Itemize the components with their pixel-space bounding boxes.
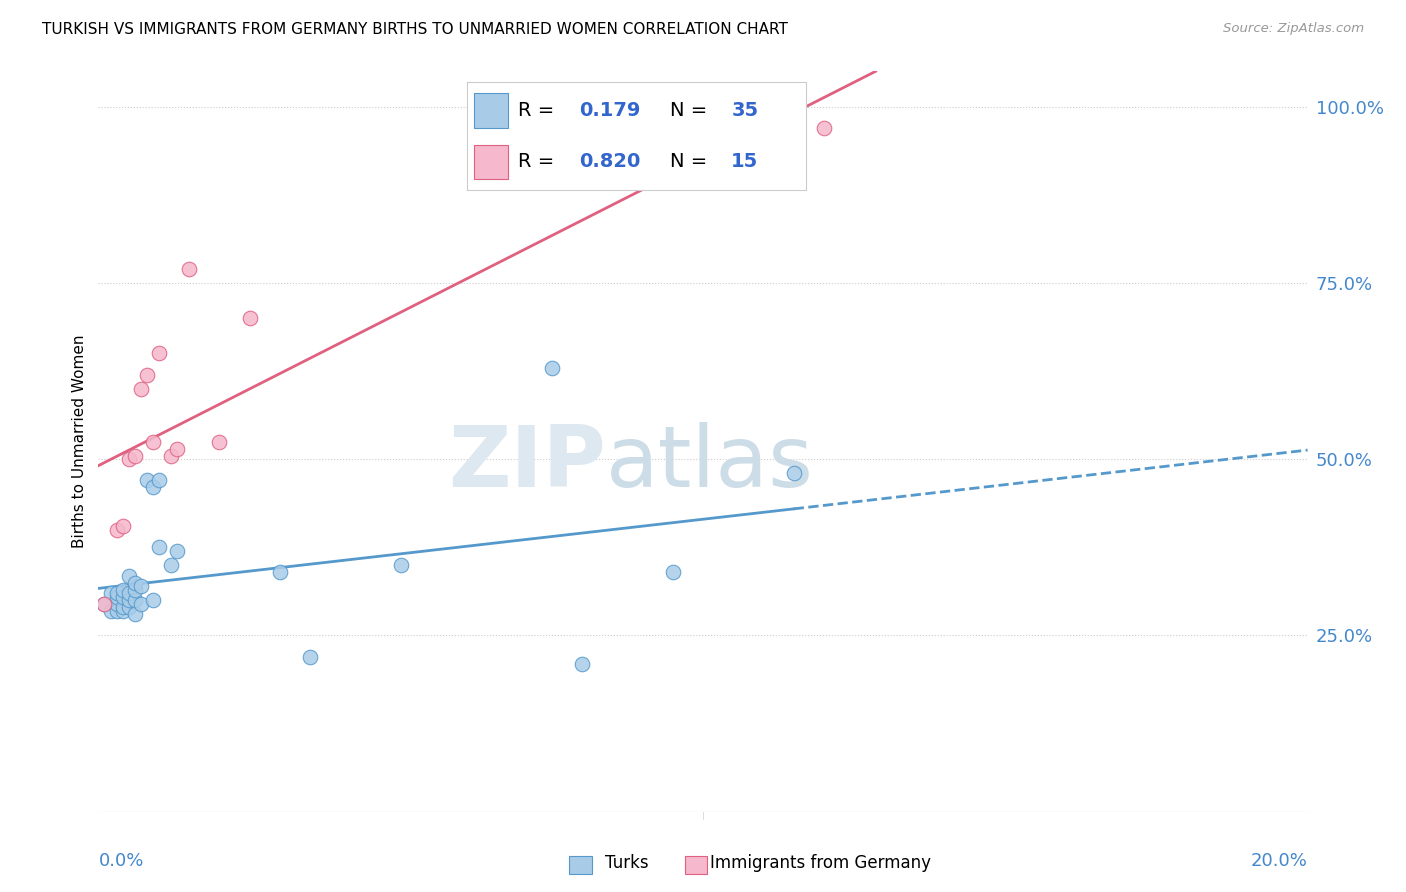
Point: [179, 261, 201, 276]
Point: [111, 600, 134, 615]
Point: [783, 467, 806, 481]
Point: [135, 368, 157, 382]
Point: [105, 590, 128, 604]
Point: [105, 523, 128, 537]
Point: [208, 434, 231, 449]
Point: [118, 593, 141, 607]
Point: [813, 120, 835, 135]
Point: [118, 452, 141, 467]
Point: [142, 434, 165, 449]
Text: Turks: Turks: [605, 855, 648, 872]
Text: TURKISH VS IMMIGRANTS FROM GERMANY BIRTHS TO UNMARRIED WOMEN CORRELATION CHART: TURKISH VS IMMIGRANTS FROM GERMANY BIRTH…: [42, 22, 787, 37]
Point: [111, 582, 134, 597]
Text: Immigrants from Germany: Immigrants from Germany: [710, 855, 931, 872]
Point: [166, 442, 188, 456]
Point: [269, 565, 291, 579]
Text: 20.0%: 20.0%: [1251, 853, 1308, 871]
Point: [105, 586, 128, 600]
Point: [124, 593, 146, 607]
Point: [239, 311, 262, 326]
Point: [142, 480, 165, 494]
Text: atlas: atlas: [606, 422, 814, 505]
Point: [105, 604, 128, 618]
Point: [160, 558, 183, 572]
Point: [124, 582, 146, 597]
Point: [129, 579, 152, 593]
Point: [124, 575, 146, 590]
Point: [111, 604, 134, 618]
Point: [299, 649, 322, 664]
Point: [571, 657, 593, 671]
Point: [124, 449, 146, 463]
Point: [111, 519, 134, 533]
Point: [148, 541, 170, 555]
Point: [129, 382, 152, 396]
Text: 0.0%: 0.0%: [98, 853, 143, 871]
Point: [111, 590, 134, 604]
Text: ZIP: ZIP: [449, 422, 606, 505]
Point: [142, 593, 165, 607]
Point: [389, 558, 412, 572]
Point: [129, 597, 152, 611]
Point: [118, 586, 141, 600]
Point: [148, 346, 170, 360]
Point: [93, 597, 115, 611]
Point: [135, 473, 157, 487]
Y-axis label: Births to Unmarried Women: Births to Unmarried Women: [72, 334, 87, 549]
Point: [100, 586, 122, 600]
Text: Source: ZipAtlas.com: Source: ZipAtlas.com: [1223, 22, 1364, 36]
Point: [93, 597, 115, 611]
Point: [118, 568, 141, 582]
Point: [105, 597, 128, 611]
Point: [166, 544, 188, 558]
Point: [118, 600, 141, 615]
Point: [148, 473, 170, 487]
Point: [540, 360, 562, 375]
Point: [100, 604, 122, 618]
Point: [124, 607, 146, 622]
Point: [160, 449, 183, 463]
Point: [661, 565, 683, 579]
